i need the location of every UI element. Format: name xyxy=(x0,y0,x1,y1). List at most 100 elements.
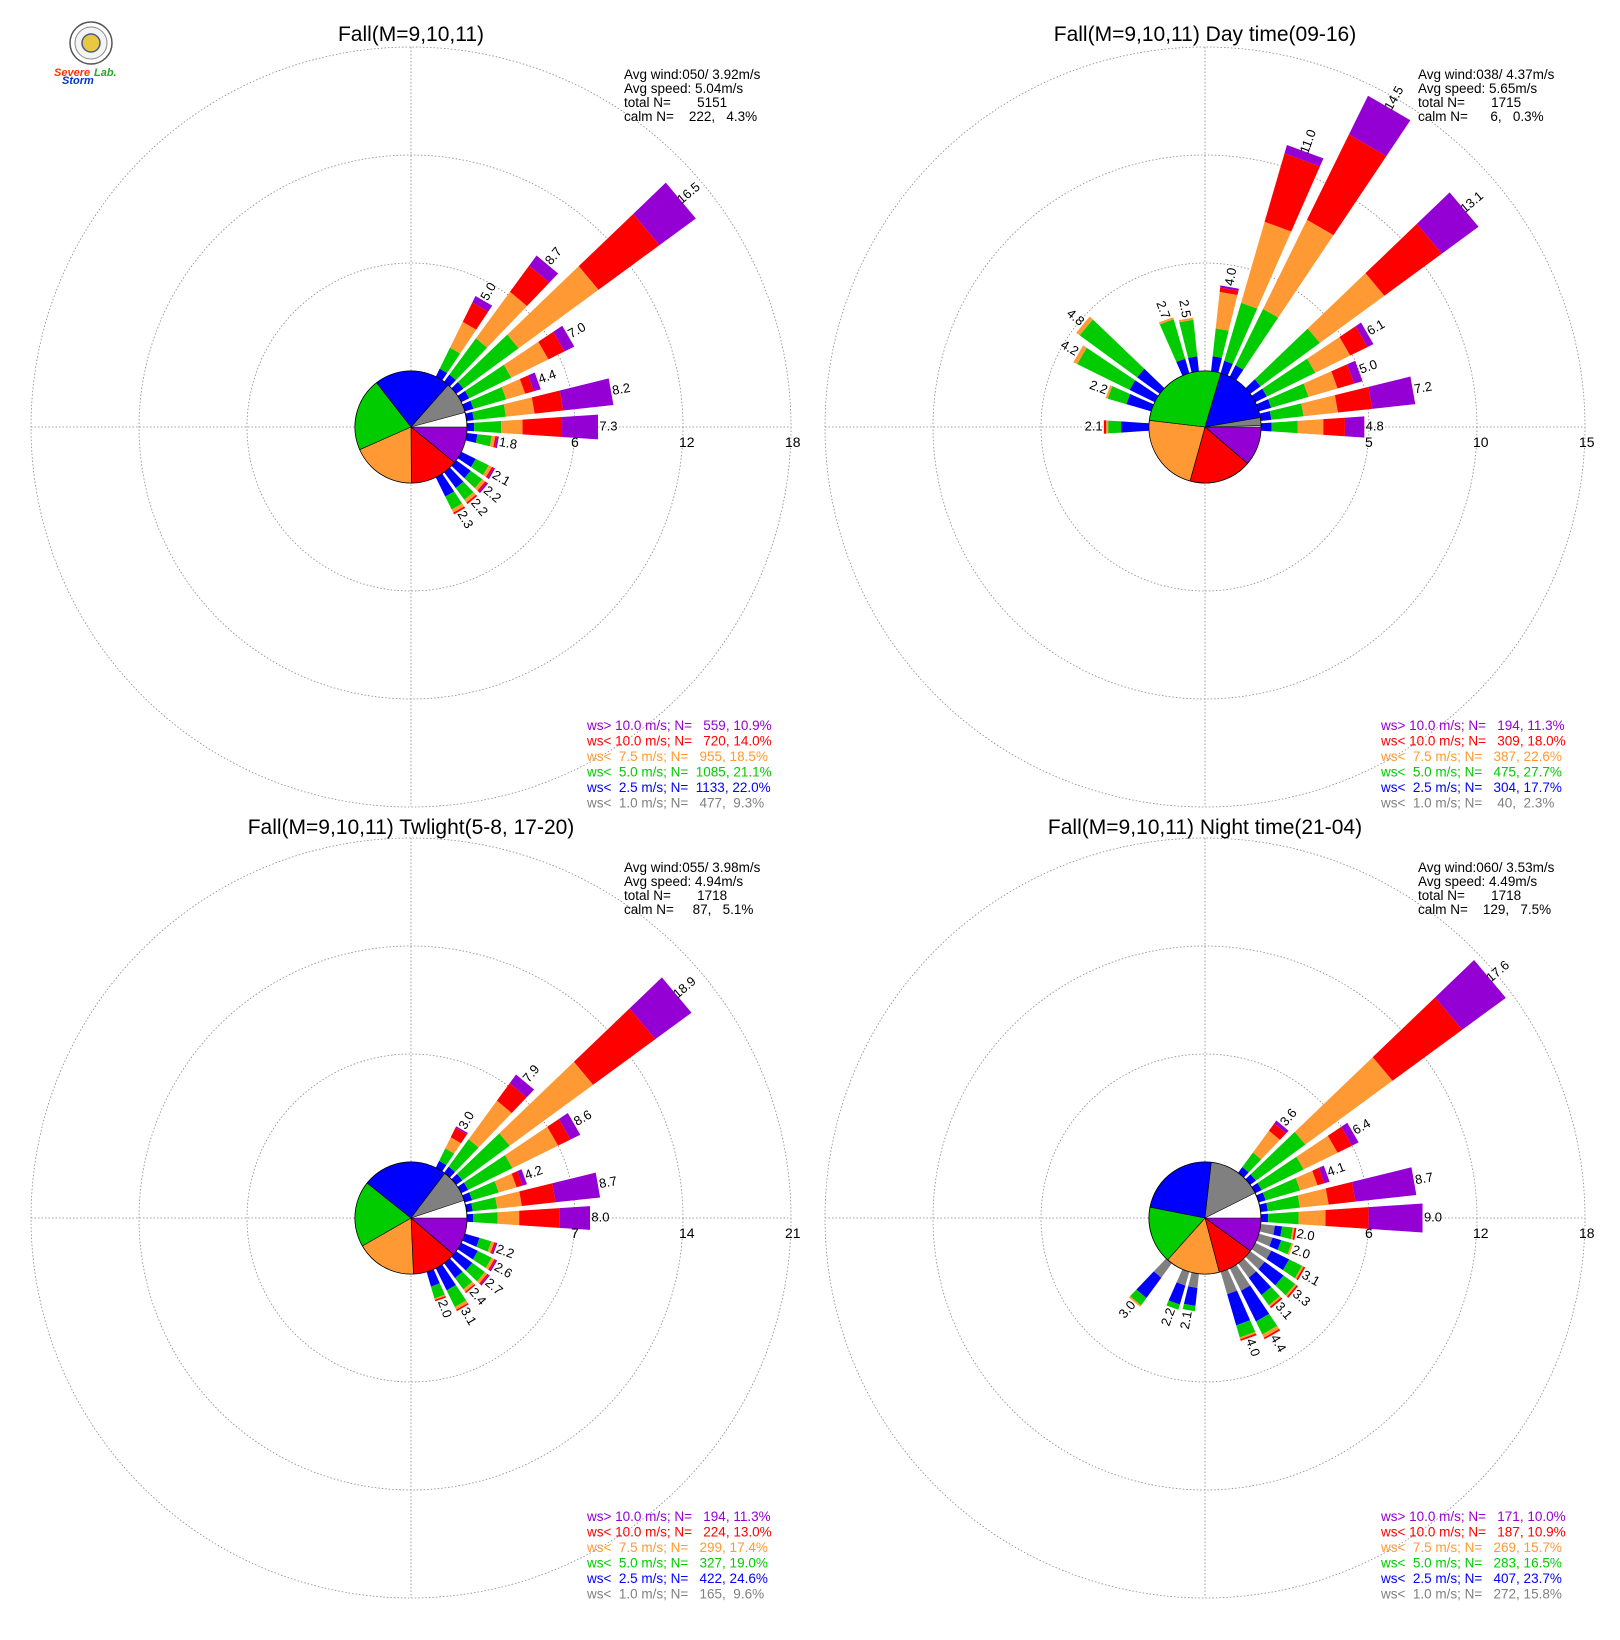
speed-class-pie xyxy=(354,370,468,484)
wind-bar-segment xyxy=(1264,153,1320,232)
pie-slice xyxy=(1149,370,1222,428)
wind-bar-segment xyxy=(1235,308,1279,370)
ring-label: 6 xyxy=(571,434,579,450)
wind-bar-segment xyxy=(1339,326,1368,356)
wind-bar-segment xyxy=(495,1191,522,1209)
wind-bar-segment xyxy=(1256,1192,1266,1203)
wind-bar-segment xyxy=(489,1259,498,1272)
bar-total-label: 4.4 xyxy=(536,366,558,386)
legend-gt10: ws> 10.0 m/s; N= 171, 10.0% xyxy=(1380,1509,1566,1524)
pie-slice xyxy=(1204,372,1261,428)
wind-bar-segment xyxy=(1130,1289,1147,1306)
wind-bar-segment xyxy=(430,1283,445,1299)
wind-bar-segment xyxy=(1255,1313,1278,1335)
bar-total-label: 2.2 xyxy=(1158,1306,1178,1328)
wind-bar-segment xyxy=(455,1271,473,1290)
wind-bar-segment xyxy=(465,1284,476,1294)
wind-bar-segment xyxy=(435,1264,456,1291)
calm-n-text: calm N= 87, 5.1% xyxy=(624,902,753,917)
wind-bar-segment xyxy=(434,1294,446,1300)
wind-bar-segment xyxy=(489,435,496,448)
wind-bar-segment xyxy=(444,467,464,489)
bar-total-label: 4.0 xyxy=(1243,1336,1263,1358)
wind-bar-segment xyxy=(1128,1296,1142,1307)
wind-bar-segment xyxy=(501,419,523,435)
ring-label: 10 xyxy=(1473,434,1489,450)
wind-bar-segment xyxy=(1251,388,1267,403)
wind-bar-segment xyxy=(559,378,614,411)
wind-bar-segment xyxy=(1126,393,1154,412)
wind-bar-segment xyxy=(470,458,489,476)
wind-bar-segment xyxy=(531,390,564,414)
wind-bar-segment xyxy=(553,325,575,352)
total-n-text: total N= 1715 xyxy=(1418,95,1521,110)
pie-slice xyxy=(1204,1162,1256,1219)
bar-total-label: 4.8 xyxy=(1366,418,1384,433)
wind-bar-segment xyxy=(1215,291,1238,331)
wind-bar-segment xyxy=(1368,1203,1423,1233)
wind-bar-segment xyxy=(445,1137,462,1154)
wind-bar-segment xyxy=(478,482,489,494)
wind-bar-segment xyxy=(517,1169,528,1186)
avg-speed-text: Avg speed: 4.94m/s xyxy=(624,874,743,889)
wind-bar-segment xyxy=(1212,328,1229,358)
avg-wind-text: Avg wind:050/ 3.92m/s xyxy=(624,67,761,82)
wind-bar-segment xyxy=(552,1172,601,1203)
wind-bar-segment xyxy=(457,334,519,389)
wind-bar-segment xyxy=(1077,347,1136,390)
wind-bar-segment xyxy=(1248,1271,1272,1296)
wind-bar-segment xyxy=(1176,1269,1190,1286)
wind-bar-segment xyxy=(1158,317,1174,325)
legend-lt1: ws< 1.0 m/s; N= 272, 15.8% xyxy=(1380,1587,1562,1602)
wind-bar-segment xyxy=(426,1269,440,1287)
logo-text-3: Lab. xyxy=(94,67,117,79)
wind-bar-segment xyxy=(1294,1265,1304,1280)
wind-bar-segment xyxy=(1290,1227,1295,1240)
ring-label: 6 xyxy=(1365,1225,1373,1241)
wind-bar-segment xyxy=(494,1173,517,1193)
wind-bar-segment xyxy=(465,1262,485,1282)
panel-title: Fall(M=9,10,11) xyxy=(338,23,484,46)
wind-bar-segment xyxy=(466,422,475,432)
wind-bar-segment xyxy=(633,182,696,246)
wind-bar-segment xyxy=(497,1210,520,1226)
pie-slice xyxy=(1204,417,1262,428)
wind-bar-segment xyxy=(1347,360,1363,384)
wind-bar-segment xyxy=(1183,1286,1198,1306)
pie-slice xyxy=(1189,426,1248,484)
calm-n-text: calm N= 6, 0.3% xyxy=(1418,109,1544,124)
wind-bar-segment xyxy=(1325,1207,1369,1229)
wind-bar-segment xyxy=(1286,1285,1299,1298)
wind-bar-segment xyxy=(1178,317,1194,323)
legend-lt10: ws< 10.0 m/s; N= 187, 10.9% xyxy=(1380,1525,1566,1540)
wind-bar-segment xyxy=(457,1242,478,1260)
wind-bar-segment xyxy=(1137,368,1165,394)
total-n-text: total N= 1718 xyxy=(1418,888,1521,903)
wind-bar-segment xyxy=(1341,1122,1359,1146)
wind-bar-segment xyxy=(1416,192,1479,254)
wind-bar-segment xyxy=(1259,1202,1268,1212)
wind-bar-segment xyxy=(434,1296,447,1302)
wind-bar-segment xyxy=(1224,302,1258,364)
wind-bar-segment xyxy=(487,1241,495,1254)
wind-bar-segment xyxy=(471,1197,498,1212)
wind-bar-segment xyxy=(558,1113,581,1140)
bar-total-label: 2.2 xyxy=(1088,377,1110,397)
ring-label: 7 xyxy=(571,1225,579,1241)
bar-total-label: 1.8 xyxy=(498,434,518,452)
wind-bar-segment xyxy=(1435,959,1506,1030)
wind-bar-segment xyxy=(1266,1250,1290,1271)
wind-bar-segment xyxy=(435,368,448,381)
wind-bar-segment xyxy=(439,1148,455,1166)
wind-bar-segment xyxy=(504,1126,559,1169)
wind-bar-segment xyxy=(1271,420,1298,434)
panel-title: Fall(M=9,10,11) Night time(21-04) xyxy=(1048,816,1362,839)
wind-bar-segment xyxy=(466,494,478,505)
wind-bar-segment xyxy=(1303,371,1338,397)
wind-bar-segment xyxy=(1268,1123,1287,1140)
wind-bar-segment xyxy=(464,470,483,489)
wind-bar-segment xyxy=(1254,328,1320,387)
bar-total-label: 4.2 xyxy=(522,1162,544,1182)
wind-bar-segment xyxy=(1106,420,1109,434)
wind-bar-segment xyxy=(468,1100,512,1148)
